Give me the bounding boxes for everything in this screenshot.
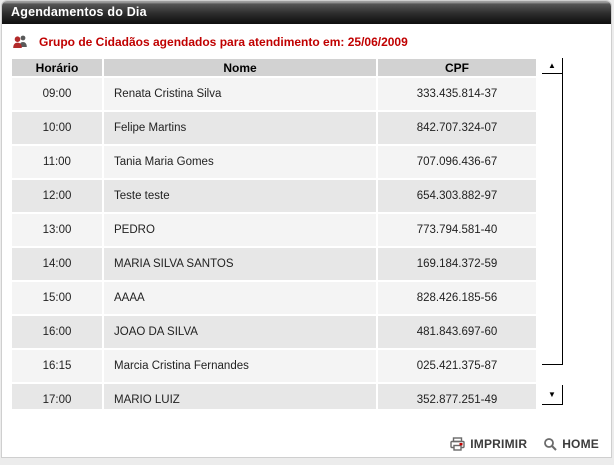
column-header-nome: Nome [104, 59, 376, 76]
cell-nome: Teste teste [104, 180, 376, 212]
table-scrollbar[interactable]: ▲ ▼ [542, 58, 563, 405]
scroll-up-icon: ▲ [548, 60, 556, 70]
window-titlebar: Agendamentos do Dia [2, 1, 611, 24]
printer-icon [450, 437, 465, 451]
footer-actions: IMPRIMIR HOME [450, 437, 599, 451]
table-header-row: Horário Nome CPF [12, 59, 536, 76]
column-header-horario: Horário [12, 59, 102, 76]
cell-cpf: 828.426.185-56 [378, 282, 536, 314]
cell-horario: 16:15 [12, 350, 102, 382]
cell-cpf: 333.435.814-37 [378, 78, 536, 110]
cell-horario: 11:00 [12, 146, 102, 178]
cell-nome: Renata Cristina Silva [104, 78, 376, 110]
cell-horario: 13:00 [12, 214, 102, 246]
table-row[interactable]: 16:15 Marcia Cristina Fernandes 025.421.… [12, 350, 536, 382]
scroll-down-icon: ▼ [548, 389, 556, 399]
imprimir-button[interactable]: IMPRIMIR [450, 437, 527, 451]
table-row[interactable]: 15:00 AAAA 828.426.185-56 [12, 282, 536, 314]
appointments-table: Horário Nome CPF 09:00 Renata Cristina S… [10, 57, 538, 409]
cell-horario: 12:00 [12, 180, 102, 212]
scrollbar-down-button[interactable]: ▼ [542, 385, 563, 405]
cell-cpf: 169.184.372-59 [378, 248, 536, 280]
cell-cpf: 773.794.581-40 [378, 214, 536, 246]
cell-cpf: 352.877.251-49 [378, 384, 536, 409]
table-row[interactable]: 12:00 Teste teste 654.303.882-97 [12, 180, 536, 212]
scrollbar-up-button[interactable]: ▲ [542, 58, 563, 74]
imprimir-label: IMPRIMIR [470, 437, 528, 451]
heading-text: Grupo de Cidadãos agendados para atendim… [39, 34, 408, 49]
cell-nome: PEDRO [104, 214, 376, 246]
cell-cpf: 025.421.375-87 [378, 350, 536, 382]
cell-horario: 09:00 [12, 78, 102, 110]
table-row[interactable]: 13:00 PEDRO 773.794.581-40 [12, 214, 536, 246]
cell-nome: Tania Maria Gomes [104, 146, 376, 178]
cell-nome: JOAO DA SILVA [104, 316, 376, 348]
table-row[interactable]: 16:00 JOAO DA SILVA 481.843.697-60 [12, 316, 536, 348]
cell-cpf: 842.707.324-07 [378, 112, 536, 144]
cell-horario: 16:00 [12, 316, 102, 348]
cell-horario: 14:00 [12, 248, 102, 280]
cell-horario: 17:00 [12, 384, 102, 409]
citizens-group-icon [12, 34, 29, 49]
cell-nome: Marcia Cristina Fernandes [104, 350, 376, 382]
table-row[interactable]: 14:00 MARIA SILVA SANTOS 169.184.372-59 [12, 248, 536, 280]
column-header-cpf: CPF [378, 59, 536, 76]
home-button[interactable]: HOME [543, 437, 599, 451]
magnifier-icon [543, 437, 557, 451]
page-heading: Grupo de Cidadãos agendados para atendim… [12, 34, 408, 49]
cell-nome: Felipe Martins [104, 112, 376, 144]
window-title: Agendamentos do Dia [11, 5, 147, 19]
table-row[interactable]: 09:00 Renata Cristina Silva 333.435.814-… [12, 78, 536, 110]
cell-cpf: 707.096.436-67 [378, 146, 536, 178]
cell-nome: MARIA SILVA SANTOS [104, 248, 376, 280]
cell-horario: 10:00 [12, 112, 102, 144]
home-label: HOME [562, 437, 599, 451]
cell-horario: 15:00 [12, 282, 102, 314]
cell-cpf: 481.843.697-60 [378, 316, 536, 348]
scrollbar-track[interactable] [542, 74, 563, 365]
appointments-table-container: Horário Nome CPF 09:00 Renata Cristina S… [10, 57, 570, 409]
scrollbar-gap [542, 365, 563, 385]
cell-cpf: 654.303.882-97 [378, 180, 536, 212]
cell-nome: AAAA [104, 282, 376, 314]
table-row[interactable]: 17:00 MARIO LUIZ 352.877.251-49 [12, 384, 536, 409]
cell-nome: MARIO LUIZ [104, 384, 376, 409]
table-row[interactable]: 11:00 Tania Maria Gomes 707.096.436-67 [12, 146, 536, 178]
table-row[interactable]: 10:00 Felipe Martins 842.707.324-07 [12, 112, 536, 144]
